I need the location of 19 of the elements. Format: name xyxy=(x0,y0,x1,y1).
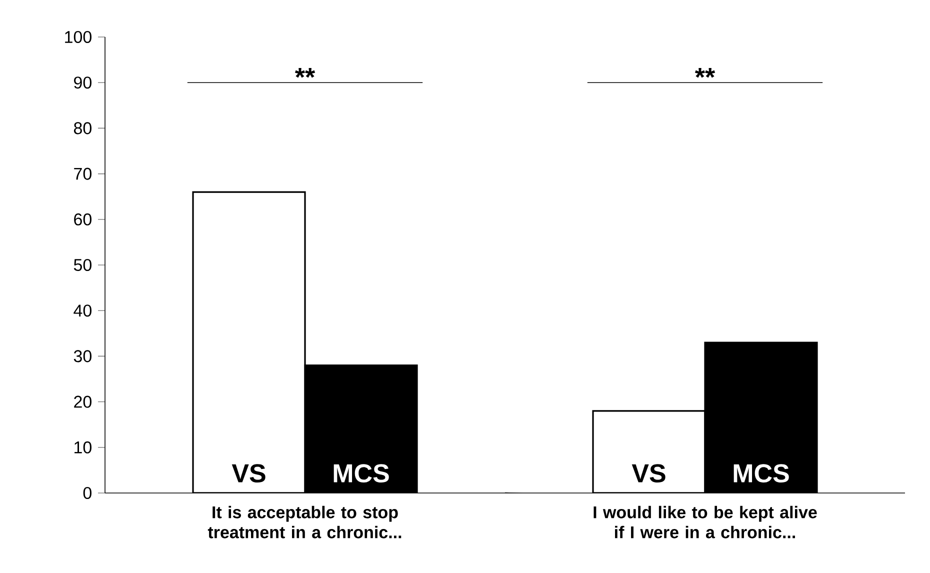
x-tick-label: I would like to be kept alive if I were in a chronic... xyxy=(594,506,817,538)
y-tick-label: 100 xyxy=(65,30,92,44)
y-tick-label: 10 xyxy=(74,441,92,454)
text: MCS xyxy=(734,464,789,483)
series-label: MCS xyxy=(334,464,389,483)
y-tick-label: 80 xyxy=(74,122,92,134)
y-tick-label: 20 xyxy=(74,396,92,408)
y-tick-label: 70 xyxy=(74,168,92,180)
x-tick-label: It is acceptable to stop treatment in a chronic... xyxy=(208,506,402,538)
y-tick-label: 90 xyxy=(74,76,92,89)
series-label: VS xyxy=(232,464,266,483)
y-tick-label: 30 xyxy=(74,350,92,362)
text: VS xyxy=(632,464,666,483)
annotation: ** xyxy=(294,68,316,78)
y-tick-label: 60 xyxy=(74,213,92,226)
annotation: ** xyxy=(694,68,716,78)
y-tick-label: 50 xyxy=(74,258,92,272)
y-tick-label: 40 xyxy=(74,304,92,317)
y-tick-label: 0 xyxy=(83,486,92,500)
